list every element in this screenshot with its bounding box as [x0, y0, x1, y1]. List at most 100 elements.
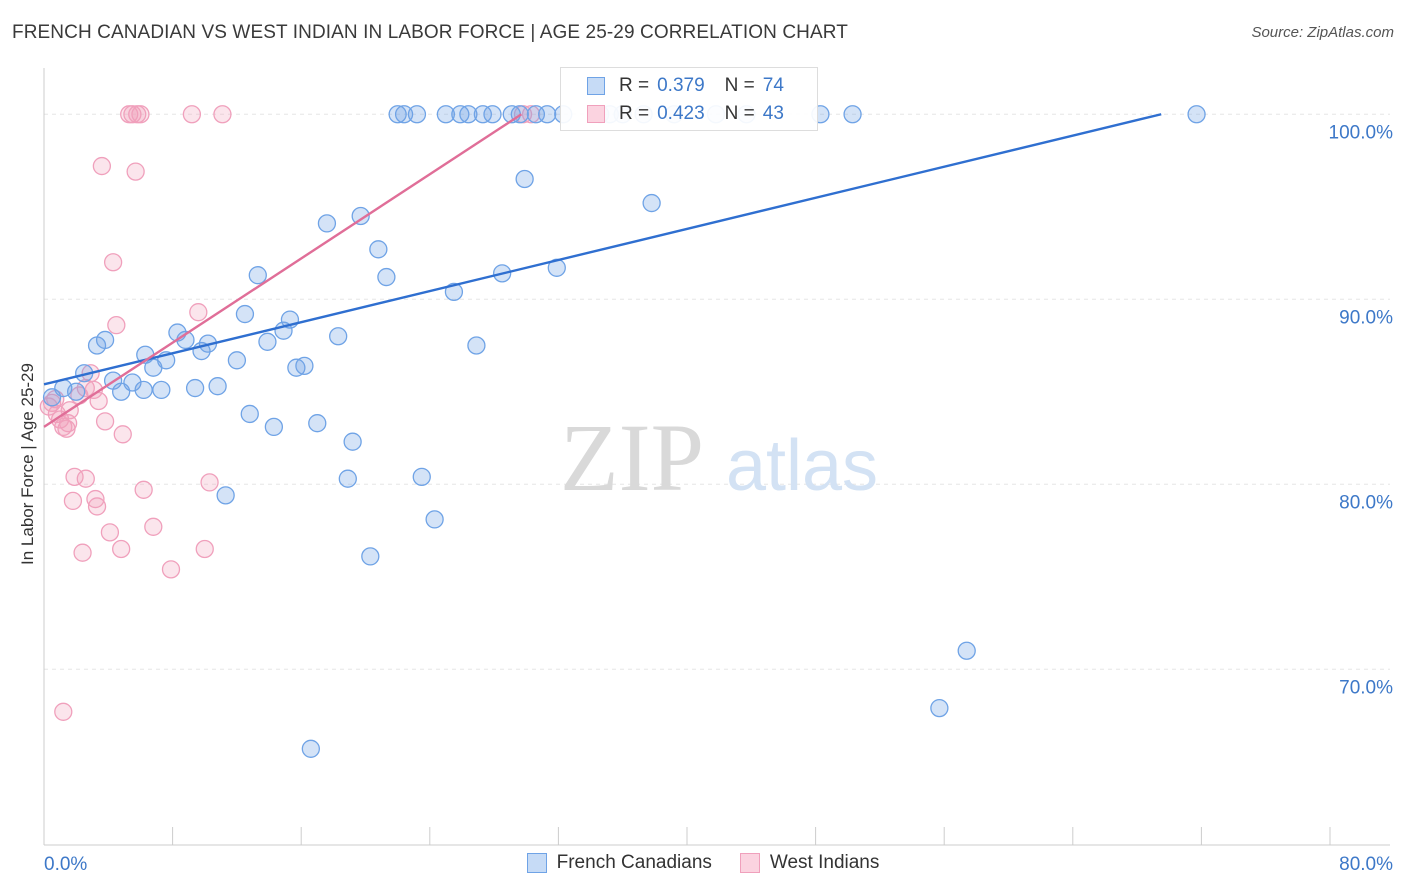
- legend-swatch-pink: [739, 853, 760, 873]
- point-french-canadians: [338, 469, 357, 488]
- point-french-canadians: [444, 282, 464, 302]
- legend-n-label: N =: [724, 103, 755, 124]
- watermark: ZIP atlas: [560, 404, 878, 511]
- legend-label-french-canadians: French Canadians: [556, 852, 712, 873]
- point-french-canadians: [459, 105, 478, 124]
- point-french-canadians: [407, 105, 427, 124]
- point-french-canadians: [240, 404, 259, 424]
- point-french-canadians: [67, 382, 86, 401]
- point-west-indians: [182, 105, 202, 124]
- point-west-indians: [92, 156, 112, 176]
- axes: [43, 68, 1390, 846]
- legend-item-west-indians: West Indians: [739, 852, 880, 874]
- point-west-indians: [76, 469, 95, 488]
- point-french-canadians: [1187, 105, 1206, 124]
- point-french-canadians: [377, 267, 396, 287]
- point-french-canadians: [317, 214, 337, 233]
- point-french-canadians: [301, 739, 320, 758]
- x-tick-label: 0.0%: [44, 854, 87, 875]
- x-tick-label: 80.0%: [1339, 854, 1393, 875]
- legend-n-value: 74: [762, 75, 784, 96]
- point-west-indians: [58, 414, 78, 433]
- point-west-indians: [195, 539, 214, 559]
- point-west-indians: [161, 560, 181, 579]
- watermark-atlas: atlas: [726, 426, 878, 506]
- point-french-canadians: [537, 105, 557, 124]
- point-west-indians: [73, 543, 92, 562]
- point-french-canadians: [843, 105, 862, 124]
- point-french-canadians: [208, 377, 227, 396]
- point-west-indians: [87, 497, 107, 516]
- point-french-canadians: [436, 105, 456, 124]
- point-french-canadians: [216, 486, 235, 505]
- legend-r-value: 0.379: [657, 75, 705, 96]
- point-french-canadians: [388, 105, 407, 124]
- y-axis-label: In Labor Force | Age 25-29: [18, 363, 37, 565]
- point-french-canadians: [483, 105, 502, 124]
- point-west-indians: [213, 105, 232, 124]
- point-west-indians: [54, 702, 73, 721]
- point-west-indians: [107, 315, 126, 335]
- legend-item-french-canadians: French Canadians: [526, 852, 712, 874]
- point-french-canadians: [264, 417, 284, 437]
- point-french-canadians: [258, 332, 277, 351]
- y-tick-label: 80.0%: [1339, 492, 1393, 513]
- point-french-canadians: [343, 432, 362, 451]
- point-french-canadians: [152, 380, 171, 400]
- legend-label-west-indians: West Indians: [769, 852, 880, 873]
- gridlines: [44, 113, 1390, 670]
- watermark-zip: ZIP: [560, 404, 704, 511]
- point-west-indians: [65, 467, 84, 487]
- point-french-canadians: [642, 193, 661, 213]
- legend-r-label: R =: [619, 103, 650, 124]
- point-west-indians: [112, 539, 131, 559]
- y-tick-label: 70.0%: [1339, 677, 1393, 698]
- stats-legend: R = 0.379 N = 74 R = 0.423 N = 43: [560, 67, 818, 131]
- point-french-canadians: [295, 356, 314, 376]
- point-french-canadians: [425, 510, 444, 529]
- point-west-indians: [95, 412, 115, 431]
- legend-swatch-blue: [526, 853, 547, 873]
- point-french-canadians: [329, 327, 348, 346]
- point-west-indians: [63, 491, 83, 511]
- trendline-french-canadians: [43, 113, 1162, 386]
- point-french-canadians: [351, 206, 370, 226]
- trendlines: [43, 113, 1162, 428]
- point-west-indians: [113, 425, 132, 444]
- point-french-canadians: [227, 351, 247, 370]
- legend-swatch-blue: [587, 77, 605, 95]
- point-west-indians: [126, 162, 145, 181]
- trendline-west-indians: [43, 113, 523, 428]
- point-french-canadians: [369, 240, 388, 259]
- legend-n-label: N =: [724, 75, 755, 96]
- point-french-canadians: [515, 169, 534, 189]
- legend-row-french-canadians: R = 0.379 N = 74: [587, 74, 788, 98]
- y-tick-labels: 100.0% 90.0% 80.0% 70.0%: [1329, 122, 1394, 698]
- point-french-canadians: [930, 698, 949, 718]
- y-tick-label: 90.0%: [1339, 307, 1393, 328]
- point-west-indians: [189, 303, 208, 322]
- point-french-canadians: [412, 467, 431, 487]
- point-french-canadians: [473, 105, 492, 124]
- y-tick-label: 100.0%: [1329, 122, 1394, 143]
- legend-n-value: 43: [762, 103, 784, 124]
- point-french-canadians: [361, 547, 380, 566]
- chart-title: FRENCH CANADIAN VS WEST INDIAN IN LABOR …: [12, 22, 848, 43]
- point-west-indians: [76, 378, 95, 398]
- point-west-indians: [103, 253, 123, 272]
- point-french-canadians: [957, 641, 976, 660]
- point-french-canadians: [248, 266, 267, 285]
- legend-swatch-pink: [587, 105, 605, 123]
- legend-row-west-indians: R = 0.423 N = 43: [587, 102, 788, 126]
- series-legend: French Canadians West Indians: [0, 852, 1406, 874]
- series-west-indians-points: [39, 105, 541, 721]
- point-french-canadians: [308, 414, 327, 433]
- point-west-indians: [100, 523, 120, 542]
- legend-r-value: 0.423: [657, 103, 705, 124]
- point-french-canadians: [235, 304, 255, 324]
- point-french-canadians: [95, 330, 115, 350]
- point-french-canadians: [394, 105, 414, 124]
- point-french-canadians: [185, 378, 205, 398]
- legend-r-label: R =: [619, 75, 650, 96]
